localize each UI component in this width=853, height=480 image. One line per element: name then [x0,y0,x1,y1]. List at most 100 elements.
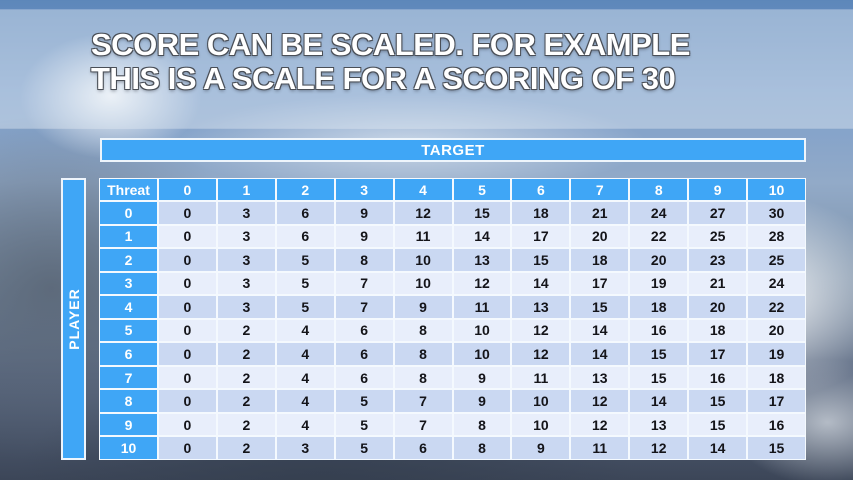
score-cell-r2-c4: 10 [394,249,452,271]
score-cell-r4-c1: 3 [217,296,275,318]
score-cell-r8-c6: 10 [512,390,570,412]
score-cell-r2-c1: 3 [217,249,275,271]
score-cell-r6-c2: 4 [276,343,334,365]
slide-title-line-1: SCORE CAN BE SCALED. FOR EXAMPLE [91,27,690,62]
score-cell-r2-c5: 13 [453,249,511,271]
score-cell-r1-c1: 3 [217,225,275,248]
target-col-header-1: 1 [217,179,275,200]
score-cell-r0-c10: 30 [748,202,805,224]
score-cell-r6-c4: 8 [394,343,452,365]
target-col-header-5: 5 [453,179,511,200]
player-axis-header: PLAYER [61,178,86,460]
score-cell-r1-c4: 11 [394,225,452,248]
score-cell-r0-c9: 27 [689,202,747,224]
score-cell-r7-c8: 15 [630,366,688,389]
score-cell-r10-c9: 14 [689,437,747,459]
score-cell-r1-c8: 22 [630,225,688,248]
score-cell-r1-c7: 20 [571,225,629,248]
score-cell-r5-c1: 2 [217,319,275,342]
scoring-table: Threat 0 1 2 3 4 5 6 7 8 9 10 0 0 3 6 9 12 15 18 21 24 27 30 1 0 3… [99,178,806,460]
score-cell-r8-c2: 4 [276,390,334,412]
target-col-header-2: 2 [276,179,334,200]
score-cell-r5-c4: 8 [394,319,452,342]
score-cell-r10-c1: 2 [217,437,275,459]
score-cell-r2-c0: 0 [159,249,216,271]
score-cell-r9-c2: 4 [276,413,334,436]
threat-row-header-8: 8 [100,390,157,412]
score-cell-r3-c1: 3 [217,272,275,295]
score-cell-r3-c2: 5 [276,272,334,295]
score-cell-r1-c9: 25 [689,225,747,248]
threat-row-header-7: 7 [100,366,157,389]
score-cell-r7-c10: 18 [748,366,805,389]
score-cell-r0-c2: 6 [276,202,334,224]
score-cell-r7-c4: 8 [394,366,452,389]
target-col-header-7: 7 [571,179,629,200]
score-cell-r9-c3: 5 [335,413,393,436]
score-cell-r7-c2: 4 [276,366,334,389]
score-cell-r1-c6: 17 [512,225,570,248]
score-cell-r3-c3: 7 [335,272,393,295]
score-cell-r0-c0: 0 [159,202,216,224]
score-cell-r0-c5: 15 [453,202,511,224]
score-cell-r5-c8: 16 [630,319,688,342]
score-cell-r4-c3: 7 [335,296,393,318]
score-cell-r4-c6: 13 [512,296,570,318]
score-cell-r6-c6: 12 [512,343,570,365]
score-cell-r7-c0: 0 [159,366,216,389]
score-cell-r4-c4: 9 [394,296,452,318]
score-cell-r7-c3: 6 [335,366,393,389]
score-cell-r4-c10: 22 [748,296,805,318]
score-cell-r1-c10: 28 [748,225,805,248]
score-cell-r10-c10: 15 [748,437,805,459]
score-cell-r6-c5: 10 [453,343,511,365]
score-cell-r7-c7: 13 [571,366,629,389]
score-cell-r7-c5: 9 [453,366,511,389]
slide-title-line-2: THIS IS A SCALE FOR A SCORING OF 30 [91,61,676,96]
score-cell-r10-c2: 3 [276,437,334,459]
score-cell-r3-c9: 21 [689,272,747,295]
score-cell-r9-c10: 16 [748,413,805,436]
score-cell-r3-c4: 10 [394,272,452,295]
score-cell-r5-c6: 12 [512,319,570,342]
threat-corner-header: Threat [100,179,157,200]
score-cell-r10-c5: 8 [453,437,511,459]
score-cell-r5-c7: 14 [571,319,629,342]
score-cell-r9-c8: 13 [630,413,688,436]
threat-row-header-5: 5 [100,319,157,342]
score-cell-r9-c5: 8 [453,413,511,436]
score-cell-r1-c5: 14 [453,225,511,248]
score-cell-r6-c3: 6 [335,343,393,365]
target-axis-header: TARGET [100,138,806,162]
slide-title: SCORE CAN BE SCALED. FOR EXAMPLE THIS IS… [91,28,690,96]
score-cell-r7-c1: 2 [217,366,275,389]
score-cell-r5-c10: 20 [748,319,805,342]
target-col-header-3: 3 [335,179,393,200]
score-cell-r2-c8: 20 [630,249,688,271]
score-cell-r10-c0: 0 [159,437,216,459]
score-cell-r9-c1: 2 [217,413,275,436]
score-cell-r8-c7: 12 [571,390,629,412]
threat-row-header-6: 6 [100,343,157,365]
score-cell-r3-c5: 12 [453,272,511,295]
threat-row-header-0: 0 [100,202,157,224]
score-cell-r2-c7: 18 [571,249,629,271]
score-cell-r8-c8: 14 [630,390,688,412]
score-cell-r5-c5: 10 [453,319,511,342]
score-cell-r7-c6: 11 [512,366,570,389]
score-cell-r10-c7: 11 [571,437,629,459]
target-axis-label: TARGET [421,141,485,159]
score-cell-r2-c10: 25 [748,249,805,271]
score-cell-r3-c0: 0 [159,272,216,295]
score-cell-r6-c9: 17 [689,343,747,365]
score-cell-r10-c4: 6 [394,437,452,459]
score-cell-r10-c8: 12 [630,437,688,459]
score-cell-r4-c5: 11 [453,296,511,318]
threat-row-header-9: 9 [100,413,157,436]
score-cell-r4-c7: 15 [571,296,629,318]
score-cell-r8-c5: 9 [453,390,511,412]
score-cell-r9-c4: 7 [394,413,452,436]
score-cell-r4-c9: 20 [689,296,747,318]
threat-row-header-3: 3 [100,272,157,295]
threat-row-header-1: 1 [100,225,157,248]
